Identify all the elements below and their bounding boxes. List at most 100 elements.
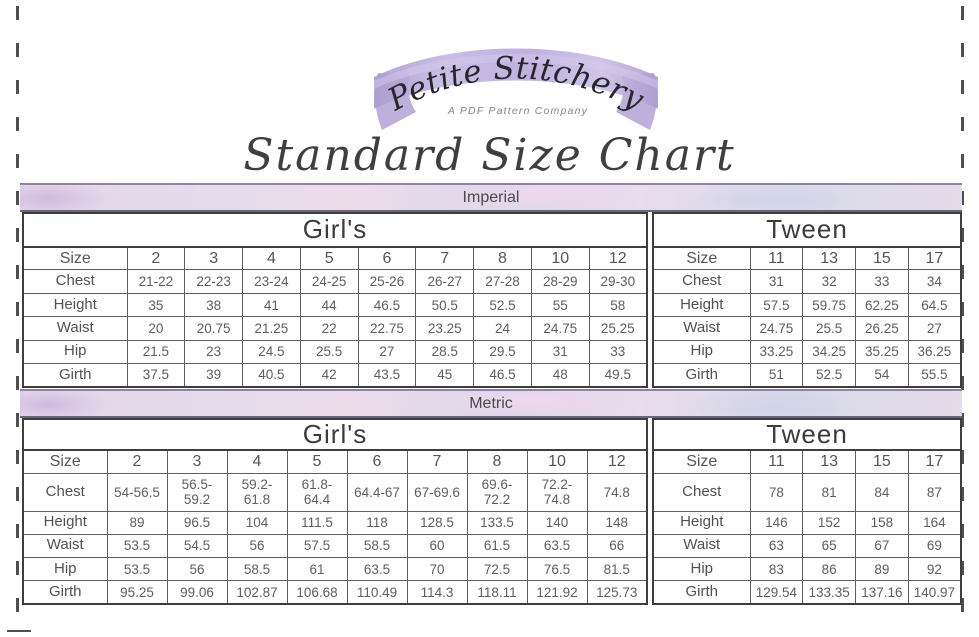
measurement-value: 35 (126, 292, 186, 318)
measurement-value: 48 (530, 363, 590, 388)
measurement-value: 37.5 (126, 363, 186, 388)
measurement-value: 28.5 (415, 339, 475, 365)
measurement-value: 133.35 (802, 580, 856, 605)
measurement-value: 45 (415, 363, 475, 388)
measurement-value: 128.5 (406, 510, 468, 535)
measurement-value: 24-25 (299, 269, 359, 294)
table-row: Waist 63 65 67 69 (652, 533, 962, 559)
left-cut-dashed-line (16, 6, 19, 629)
measurement-value: 78 (749, 473, 804, 512)
row-label: Waist (22, 533, 108, 559)
measurement-value: 65 (802, 533, 856, 559)
brand-ribbon-logo: Petite Stitchery A PDF Pattern Company (370, 27, 662, 135)
measurement-value: 55 (530, 292, 590, 318)
row-label: Chest (22, 269, 128, 294)
measurement-value: 59.2-61.8 (226, 473, 288, 512)
size-value: 17 (907, 449, 962, 475)
row-label: Girth (22, 580, 108, 605)
table-row: Girth 95.25 99.06 102.87 106.68 110.49 114.3 11… (22, 580, 648, 605)
measurement-value: 33 (855, 269, 909, 294)
size-value: 15 (855, 449, 909, 475)
measurement-value: 129.54 (749, 580, 804, 605)
row-label: Chest (652, 269, 751, 294)
measurement-value: 158 (855, 510, 909, 535)
measurement-value: 63.5 (346, 556, 408, 582)
size-value: 3 (166, 449, 228, 475)
measurement-value: 59.75 (802, 292, 856, 318)
size-value: 13 (802, 449, 856, 475)
page-title-text: Standard Size Chart (243, 130, 736, 181)
measurement-value: 23 (184, 339, 244, 365)
measurement-value: 62.25 (855, 292, 909, 318)
measurement-value: 55.5 (907, 363, 962, 388)
metric-tween-table: Tween Size 11 13 15 17 Chest 78 81 84 87 Height 146 1… (652, 418, 962, 605)
metric-girls-table: Girl's Size 2 3 4 5 6 7 8 10 12 Chest 54-56.5 56.5-59… (22, 418, 648, 605)
size-value: 3 (184, 246, 244, 271)
size-value: 8 (473, 246, 532, 271)
metric-tables-row: Girl's Size 2 3 4 5 6 7 8 10 12 Chest 54-56.5 56.5-59… (22, 418, 962, 605)
measurement-value: 25.5 (299, 339, 359, 365)
row-label: Waist (652, 533, 751, 559)
measurement-value: 69.6-72.2 (466, 473, 528, 512)
measurement-value: 36.25 (907, 339, 962, 365)
imperial-section-band: Imperial (20, 183, 962, 212)
measurement-value: 96.5 (166, 510, 228, 535)
measurement-value: 21-22 (126, 269, 186, 294)
measurement-value: 140.97 (907, 580, 962, 605)
size-value: 15 (855, 246, 909, 271)
measurement-value: 74.8 (586, 473, 648, 512)
row-label: Size (22, 246, 128, 271)
measurement-value: 140 (526, 510, 588, 535)
measurement-value: 104 (226, 510, 288, 535)
row-label: Waist (652, 316, 751, 341)
table-row: Girth 51 52.5 54 55.5 (652, 363, 962, 388)
measurement-value: 26.25 (855, 316, 909, 341)
table-row: Height 146 152 158 164 (652, 510, 962, 535)
size-value: 5 (299, 246, 359, 271)
size-value: 2 (126, 246, 186, 271)
measurement-value: 89 (855, 556, 909, 582)
row-label: Hip (22, 556, 108, 582)
measurement-value: 87 (907, 473, 962, 512)
measurement-value: 63.5 (526, 533, 588, 559)
imperial-band-label: Imperial (462, 189, 520, 206)
measurement-value: 56 (166, 556, 228, 582)
measurement-value: 110.49 (346, 580, 408, 605)
imperial-tween-table: Tween Size 11 13 15 17 Chest 31 32 33 34 Height 57.5… (652, 212, 962, 388)
measurement-value: 57.5 (286, 533, 348, 559)
brand-tagline-text: A PDF Pattern Company (446, 105, 587, 117)
table-row: Waist 24.75 25.5 26.25 27 (652, 316, 962, 341)
size-table: Girl's Size 2 3 4 5 6 7 8 10 12 Chest 21-22 22-23 23-2… (22, 212, 648, 388)
measurement-value: 70 (406, 556, 468, 582)
row-label: Size (652, 449, 751, 475)
row-label: Height (22, 510, 108, 535)
size-value: 5 (286, 449, 348, 475)
measurement-value: 67-69.6 (406, 473, 468, 512)
measurement-value: 41 (242, 292, 301, 318)
measurement-value: 39 (184, 363, 244, 388)
size-value: 2 (106, 449, 168, 475)
measurement-value: 22.75 (357, 316, 417, 341)
row-label: Waist (22, 316, 128, 341)
measurement-value: 58.5 (346, 533, 408, 559)
measurement-value: 61.8-64.4 (286, 473, 348, 512)
size-value: 6 (357, 246, 417, 271)
table-row: Chest 78 81 84 87 (652, 473, 962, 512)
size-value: 12 (586, 449, 648, 475)
measurement-value: 54 (855, 363, 909, 388)
measurement-value: 52.5 (802, 363, 856, 388)
measurement-value: 22-23 (184, 269, 244, 294)
measurement-value: 95.25 (106, 580, 168, 605)
measurement-value: 92 (907, 556, 962, 582)
measurement-value: 54.5 (166, 533, 228, 559)
table-row: Height 35 38 41 44 46.5 50.5 52.5 55 58 (22, 292, 648, 318)
table-row: Hip 33.25 34.25 35.25 36.25 (652, 339, 962, 365)
measurement-value: 21.5 (126, 339, 186, 365)
measurement-value: 27-28 (473, 269, 532, 294)
measurement-value: 83 (749, 556, 804, 582)
tagline-pill (443, 100, 592, 121)
size-table: Tween Size 11 13 15 17 Chest 78 81 84 87 Height 146 1… (652, 418, 962, 605)
row-label: Girth (652, 363, 751, 388)
size-value: 4 (242, 246, 301, 271)
measurement-value: 49.5 (588, 363, 648, 388)
